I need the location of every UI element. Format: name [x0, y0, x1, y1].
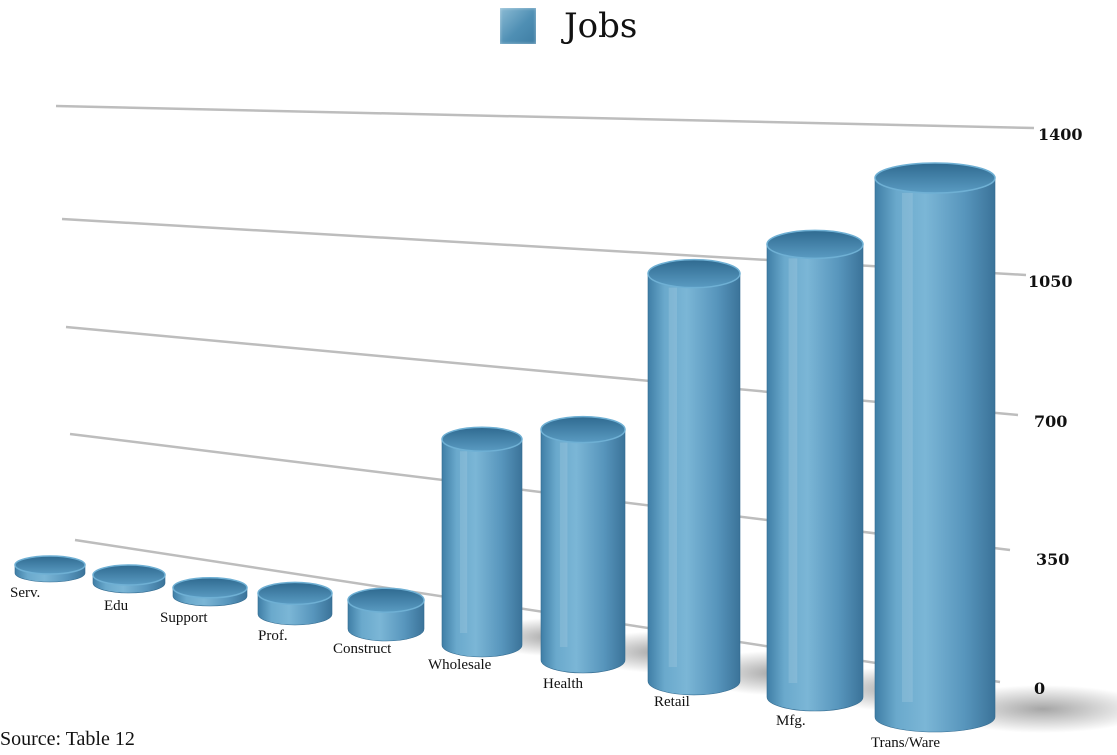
y-axis-tick-labels: 035070010501400 — [1028, 125, 1083, 698]
legend-swatch-jobs — [500, 8, 536, 44]
x-tick-label: Edu — [104, 598, 129, 614]
x-tick-label: Prof. — [258, 628, 288, 644]
bar-top — [92, 564, 166, 586]
bar-top — [347, 587, 425, 613]
bar-top — [172, 577, 248, 599]
legend[interactable]: Jobs — [500, 6, 637, 46]
bar-top — [647, 258, 741, 289]
bar-body — [441, 438, 523, 658]
bar-support — [172, 577, 248, 607]
x-tick-label: Serv. — [10, 585, 40, 601]
bar-retail — [647, 258, 741, 696]
bar-health — [540, 415, 626, 674]
bar-highlight — [902, 193, 913, 702]
y-tick-label: 1050 — [1028, 272, 1073, 291]
bar-top — [766, 229, 864, 260]
gridline — [69, 432, 1011, 552]
x-tick-label: Wholesale — [428, 657, 492, 673]
y-tick-label: 1400 — [1038, 125, 1083, 144]
bar-body — [766, 244, 864, 712]
x-tick-label: Construct — [333, 641, 392, 657]
x-tick-label: Trans/Ware — [871, 735, 940, 751]
x-axis-category-labels: Serv. Edu Support Prof. Construct Wholesale He… — [10, 585, 940, 751]
gridline — [61, 217, 1027, 277]
bar-top — [14, 555, 86, 575]
bar-highlight — [668, 287, 677, 667]
bar-top — [257, 581, 333, 606]
bar-top — [874, 162, 996, 194]
bar-highlight — [460, 451, 468, 633]
x-tick-label: Mfg. — [776, 713, 806, 729]
y-tick-label: 350 — [1036, 550, 1069, 569]
x-tick-label: Retail — [654, 694, 690, 710]
source-note: Source: Table 12 — [0, 728, 135, 750]
bar-body — [647, 273, 741, 696]
bar-serv — [14, 555, 86, 583]
x-tick-label: Support — [160, 610, 208, 626]
bar-mfg — [766, 229, 864, 712]
y-tick-label: 700 — [1034, 412, 1067, 431]
bar-wholesale — [441, 426, 523, 658]
bar-highlight — [559, 442, 568, 647]
bar-top — [540, 415, 626, 444]
bar-prof — [257, 581, 333, 626]
gridline — [55, 104, 1035, 130]
legend-label-jobs: Jobs — [564, 6, 638, 46]
bar-trans-ware — [874, 162, 996, 733]
bar-construct — [347, 587, 425, 642]
bars — [14, 162, 996, 733]
bar-highlight — [788, 258, 798, 683]
bar-top — [441, 426, 523, 453]
x-tick-label: Health — [543, 676, 583, 692]
bar-body — [540, 429, 626, 674]
bar-edu — [92, 564, 166, 594]
bar-body — [874, 177, 996, 733]
